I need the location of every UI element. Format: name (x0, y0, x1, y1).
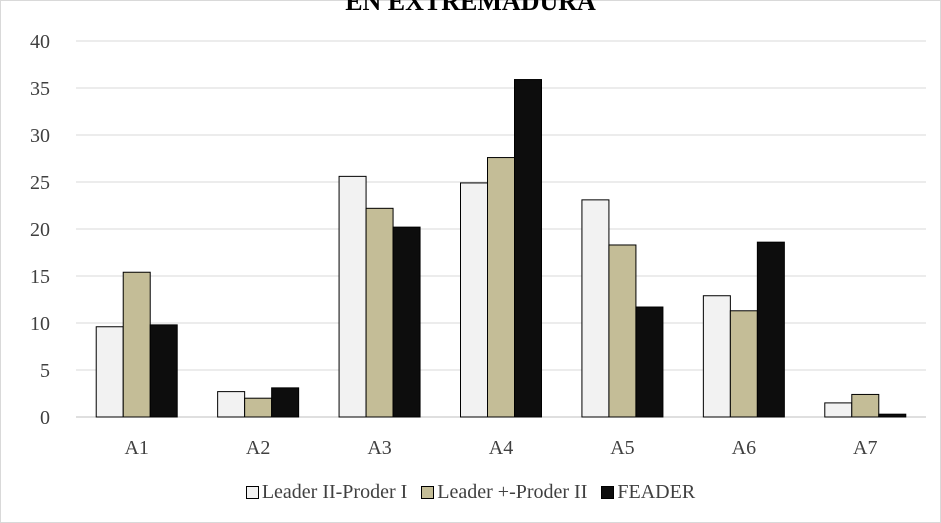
bar-a2-series-1 (217, 391, 246, 418)
x-tick-label: A7 (853, 437, 877, 459)
bar-a6-series-1 (702, 295, 731, 418)
y-tick-label: 35 (30, 78, 50, 100)
bar-a3-series-3 (392, 226, 421, 418)
bar-a7-series-1 (824, 402, 853, 418)
x-axis-ticks: A1 A2 A3 A4 A5 A6 A7 (124, 437, 877, 459)
bar-a1-series-3 (149, 324, 178, 418)
x-tick-label: A1 (124, 437, 148, 459)
bar-a5-series-3 (635, 306, 664, 418)
legend-swatch (601, 486, 615, 499)
bar-a1-series-1 (95, 326, 124, 418)
bar-a6-series-3 (756, 241, 785, 418)
bar-a7-series-3 (878, 413, 907, 418)
bar-a6-series-2 (729, 310, 758, 418)
legend-label: Leader +-Proder II (437, 481, 588, 503)
bar-a5-series-2 (608, 244, 637, 418)
legend-swatch (421, 486, 435, 499)
x-tick-label: A3 (367, 437, 391, 459)
bar-a1-series-2 (122, 271, 151, 418)
y-tick-label: 30 (30, 125, 50, 147)
bar-a4-series-2 (487, 157, 515, 418)
legend-label: FEADER (617, 481, 696, 503)
bar-a2-series-2 (244, 397, 273, 418)
y-tick-label: 10 (30, 313, 50, 335)
bars (95, 79, 907, 418)
bar-a4-series-1 (460, 182, 488, 418)
bar-a3-series-2 (365, 207, 394, 418)
legend-label: Leader II-Proder I (261, 481, 408, 503)
legend-item: Leader II-Proder I (245, 481, 408, 504)
bar-a2-series-3 (271, 387, 300, 418)
x-tick-label: A6 (732, 437, 756, 459)
x-tick-label: A2 (246, 437, 270, 459)
chart-title: EN EXTREMADURA (345, 0, 596, 16)
legend-swatch (245, 486, 259, 499)
y-tick-label: 0 (40, 407, 50, 429)
legend: Leader II-Proder I Leader +-Proder II FEAD… (1, 481, 940, 504)
legend-item: FEADER (601, 481, 695, 504)
bar-a5-series-1 (581, 199, 610, 418)
y-tick-label: 25 (30, 172, 50, 194)
x-tick-label: A5 (610, 437, 634, 459)
x-tick-label: A4 (489, 437, 513, 459)
bar-a7-series-2 (851, 393, 880, 418)
y-tick-label: 15 (30, 266, 50, 288)
y-tick-label: 20 (30, 219, 50, 241)
y-tick-label: 40 (30, 31, 50, 53)
legend-item: Leader +-Proder II (421, 481, 587, 504)
y-tick-label: 5 (40, 360, 50, 382)
bar-a3-series-1 (338, 175, 367, 418)
bar-a4-series-3 (514, 79, 542, 418)
y-axis-ticks: 0 5 10 15 20 25 30 35 40 (30, 31, 50, 429)
